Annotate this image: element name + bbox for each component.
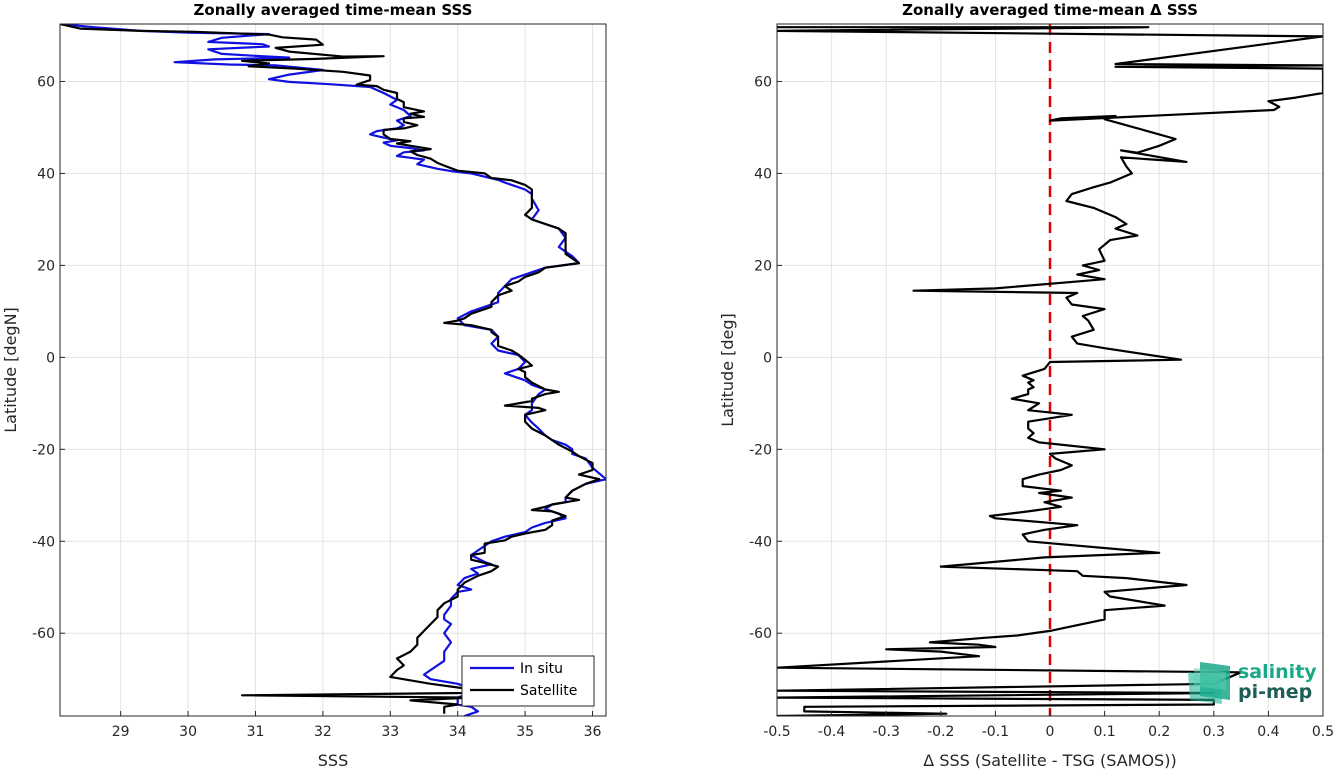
logo-mark-icon: [1188, 662, 1230, 704]
right-ticks: -0.5 -0.4 -0.3 -0.2 -0.1 0 0.1 0.2 0.3 0.4 0.5 60 40…: [749, 74, 1334, 740]
y-tick-label: 20: [754, 258, 772, 274]
y-tick-label: -20: [749, 442, 772, 458]
y-tick-label: -40: [749, 534, 772, 550]
x-tick-label: 36: [584, 724, 602, 740]
left-ylabel: Latitude [degN]: [1, 307, 20, 433]
salinity-pi-mep-logo: salinity pi-mep: [1188, 661, 1317, 704]
y-tick-label: -20: [32, 442, 55, 458]
x-tick-label: 0.1: [1093, 724, 1115, 740]
y-tick-label: 40: [754, 166, 772, 182]
x-tick-label: 32: [314, 724, 332, 740]
left-xlabel: SSS: [318, 751, 348, 769]
series-line-in-situ: [60, 24, 606, 716]
y-tick-label: 60: [37, 74, 55, 90]
right-series-group: [777, 24, 1323, 716]
x-tick-label: 0.4: [1257, 724, 1279, 740]
left-grid: [60, 24, 606, 716]
legend-label-satellite: Satellite: [520, 683, 577, 699]
right-panel: Zonally averaged time-mean Δ SSS -0.5 -0.…: [718, 1, 1334, 769]
y-tick-label: -60: [32, 626, 55, 642]
legend: In situ Satellite: [461, 655, 595, 707]
legend-label-in-situ: In situ: [520, 661, 563, 677]
right-ylabel: Latitude [deg]: [718, 313, 737, 427]
x-tick-label: -0.1: [982, 724, 1009, 740]
y-tick-label: 40: [37, 166, 55, 182]
y-tick-label: 0: [763, 350, 772, 366]
y-tick-label: 0: [46, 350, 55, 366]
x-tick-label: -0.4: [818, 724, 845, 740]
x-tick-label: 34: [449, 724, 467, 740]
x-tick-label: 31: [247, 724, 265, 740]
series-line-delta: [777, 26, 1323, 716]
x-tick-label: -0.2: [927, 724, 954, 740]
y-tick-label: 60: [754, 74, 772, 90]
y-tick-label: 20: [37, 258, 55, 274]
x-tick-label: 0.3: [1203, 724, 1225, 740]
left-series-group: [60, 24, 606, 716]
x-tick-label: 0.2: [1148, 724, 1170, 740]
y-tick-label: -60: [749, 626, 772, 642]
logo-text-salinity: salinity: [1238, 661, 1317, 683]
x-tick-label: -0.5: [763, 724, 790, 740]
x-tick-label: -0.3: [873, 724, 900, 740]
right-xlabel: Δ SSS (Satellite - TSG (SAMOS)): [923, 751, 1176, 769]
series-line-satellite: [60, 24, 601, 714]
x-tick-label: 30: [179, 724, 197, 740]
x-tick-label: 0.5: [1312, 724, 1334, 740]
left-title: Zonally averaged time-mean SSS: [194, 1, 473, 19]
left-axes-box: [59, 23, 607, 717]
logo-text-pi-mep: pi-mep: [1238, 681, 1312, 703]
x-tick-label: 35: [516, 724, 534, 740]
y-tick-label: -40: [32, 534, 55, 550]
legend-box: [461, 655, 595, 707]
x-tick-label: 29: [112, 724, 130, 740]
left-ticks: 29 30 31 32 33 34 35 36 60 40 20 0 -20 -40 -60: [32, 74, 601, 740]
x-tick-label: 33: [381, 724, 399, 740]
left-panel: Zonally averaged time-mean SSS 29 30 31 32 3…: [1, 1, 607, 769]
x-tick-label: 0: [1046, 724, 1055, 740]
right-title: Zonally averaged time-mean Δ SSS: [902, 1, 1198, 19]
